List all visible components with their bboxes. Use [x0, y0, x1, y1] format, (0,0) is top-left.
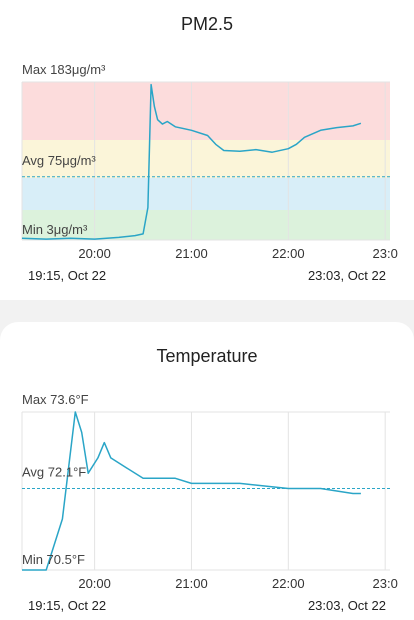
- pm25-range-start: 19:15, Oct 22: [28, 268, 107, 283]
- temperature-min-label: Min 70.5°F: [22, 552, 85, 567]
- pm25-range-end: 23:03, Oct 22: [307, 268, 386, 283]
- temperature-tick-label: 22:00: [272, 576, 305, 591]
- temperature-series-line: [22, 411, 361, 571]
- temperature-tick-label: 21:00: [175, 576, 208, 591]
- pm25-tick-label: 22:00: [272, 246, 305, 261]
- pm25-card: PM2.5 20:00 21:00 22:00 23:0 Max 183μg/m³ Avg…: [0, 0, 414, 300]
- pm25-chart: 20:00 21:00 22:00 23:0 Max 183μg/m³ Avg 75μg/…: [21, 62, 398, 261]
- temperature-range-end: 23:03, Oct 22: [307, 598, 386, 613]
- pm25-tick-label: 21:00: [175, 246, 208, 261]
- pm25-avg-label: Avg 75μg/m³: [22, 153, 96, 168]
- temperature-card: Temperature 20:00 21:00 22:00 23:0 Max 73.6°…: [0, 322, 414, 620]
- temperature-tick-label: 23:0: [373, 576, 398, 591]
- pm25-band-red: [22, 82, 390, 140]
- pm25-series-line: [21, 83, 362, 240]
- pm25-tick-label: 20:00: [78, 246, 111, 261]
- temperature-avg-label: Avg 72.1°F: [22, 464, 86, 479]
- pm25-band-yellow: [22, 140, 390, 178]
- temperature-title: Temperature: [156, 346, 258, 366]
- pm25-band-green: [22, 210, 390, 240]
- temperature-chart: 20:00 21:00 22:00 23:0 Max 73.6°F Avg 72.1°F M…: [21, 392, 398, 591]
- pm25-tick-label: 23:0: [373, 246, 398, 261]
- pm25-min-label: Min 3μg/m³: [22, 222, 88, 237]
- temperature-max-label: Max 73.6°F: [22, 392, 89, 407]
- pm25-band-blue: [22, 178, 390, 210]
- pm25-max-label: Max 183μg/m³: [22, 62, 106, 77]
- pm25-title: PM2.5: [180, 14, 234, 34]
- temperature-tick-label: 20:00: [78, 576, 111, 591]
- temperature-range-start: 19:15, Oct 22: [28, 598, 107, 613]
